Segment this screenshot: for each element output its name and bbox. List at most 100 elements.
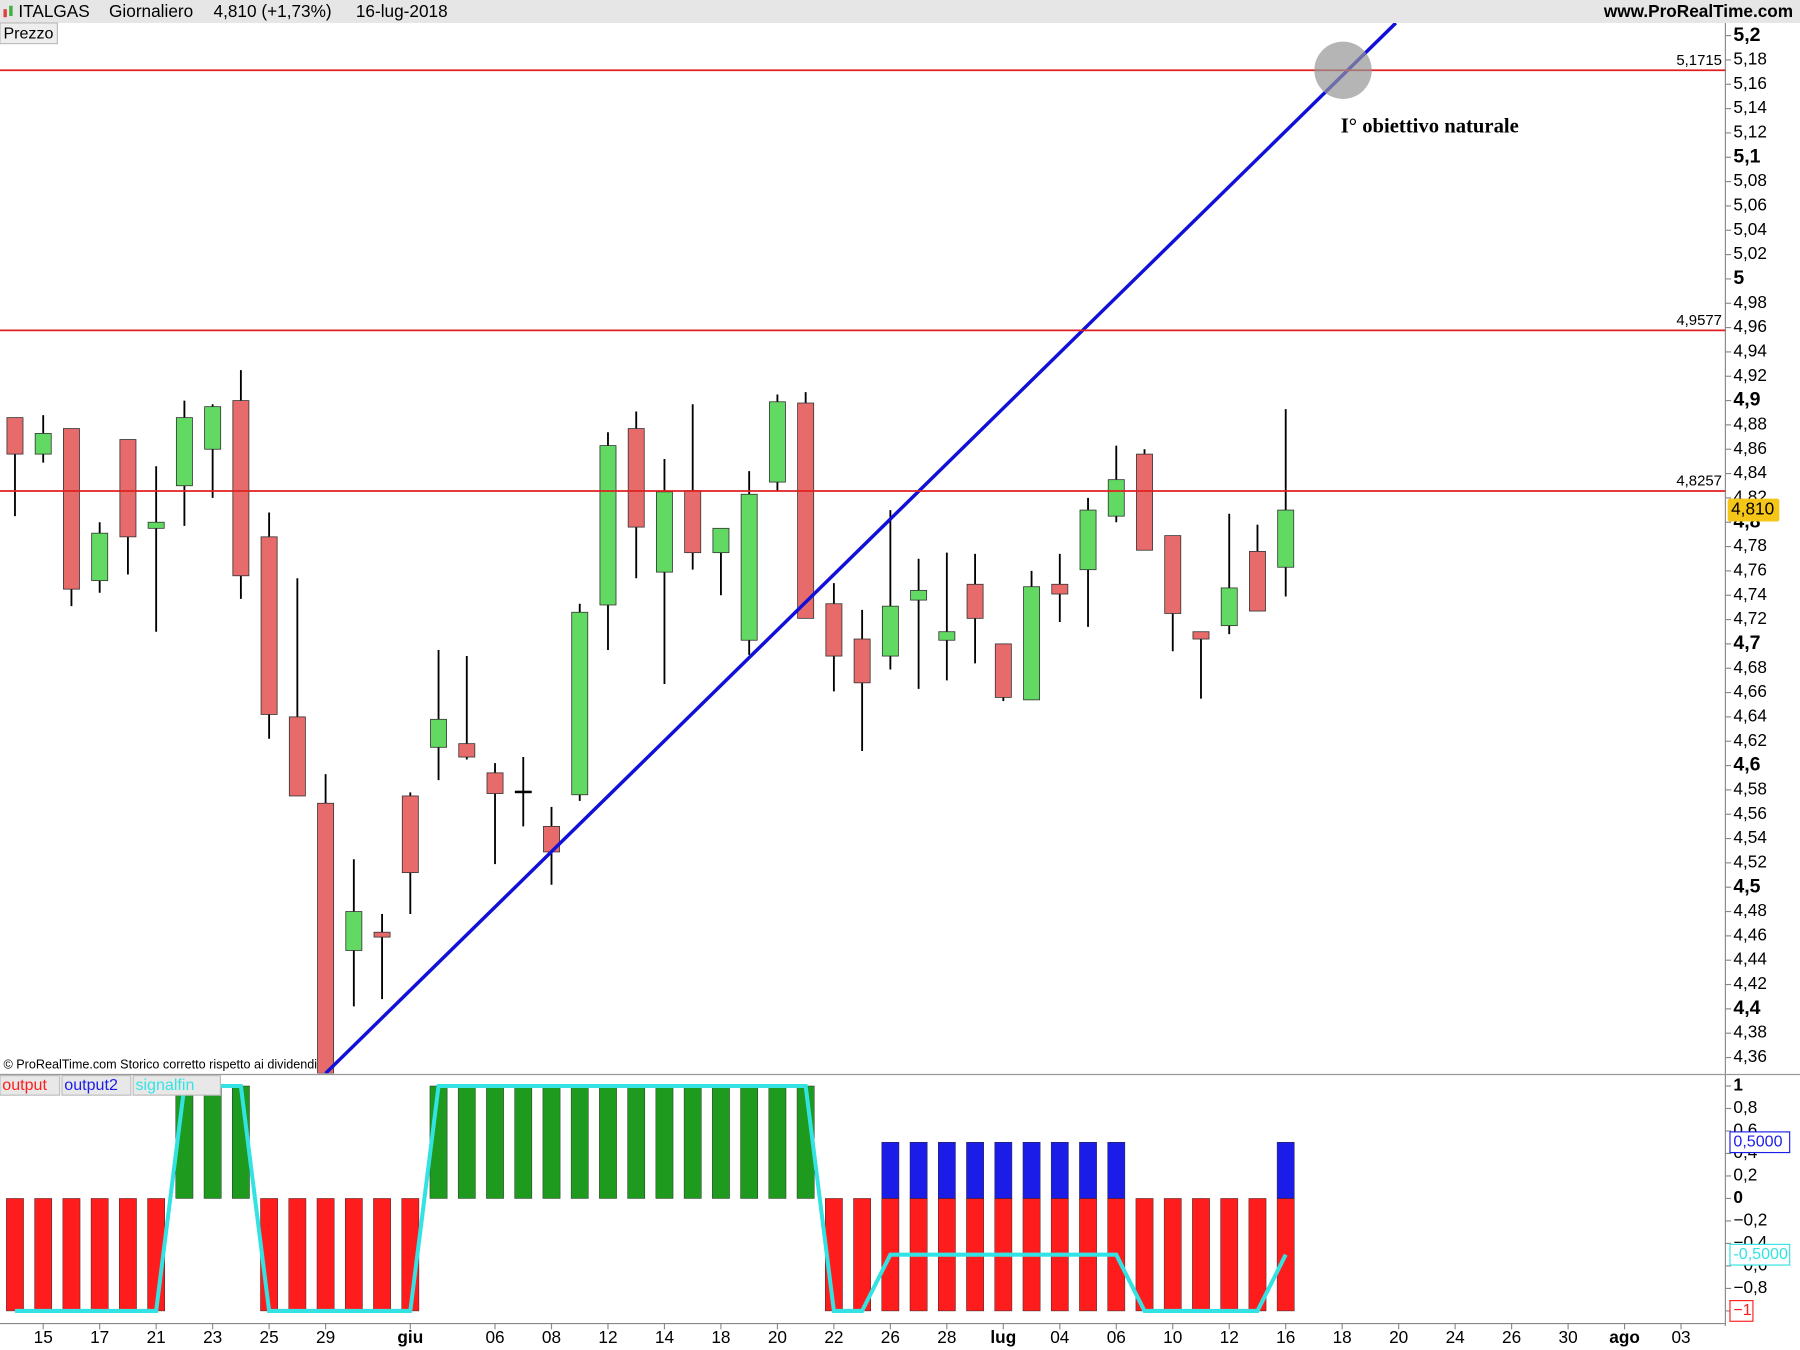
- candle-body: [966, 583, 984, 619]
- x-tick-label: 18: [711, 1327, 730, 1347]
- histogram-bar: [1135, 1198, 1154, 1312]
- x-tick-label: 30: [1559, 1327, 1578, 1347]
- legend-entry: signalfin: [135, 1076, 194, 1094]
- candle-body: [401, 795, 419, 874]
- candle-body: [1051, 583, 1069, 595]
- panel-tab: [0, 22, 58, 45]
- x-tick-label: 17: [90, 1327, 109, 1347]
- candle-body: [486, 772, 504, 794]
- candle-body: [232, 400, 250, 577]
- header-bar: [0, 0, 1800, 23]
- y-tick-label: 4,74: [1733, 584, 1767, 604]
- y-tick-label: 5,1: [1733, 145, 1760, 167]
- candle-body: [599, 445, 617, 606]
- value-tag-label: 0,5000: [1733, 1132, 1782, 1150]
- candle-body: [204, 406, 222, 450]
- candle-body: [656, 491, 673, 573]
- histogram-bar: [570, 1085, 589, 1199]
- candle-body: [288, 716, 306, 797]
- y-tick-label: 1: [1733, 1075, 1743, 1095]
- footer: © ProRealTime.com Storico corretto rispe…: [3, 1058, 317, 1072]
- period: Giornaliero: [109, 1, 193, 21]
- histogram-bar: [966, 1141, 984, 1199]
- histogram-bar: [599, 1085, 617, 1199]
- last-price: 4,810 (+1,73%): [214, 1, 332, 21]
- histogram-bar: [1192, 1198, 1210, 1312]
- y-tick-label: 0,8: [1733, 1097, 1757, 1117]
- candle-body: [1192, 631, 1210, 640]
- symbol: ITALGAS: [18, 1, 89, 21]
- y-tick-label: 5,12: [1733, 121, 1766, 141]
- y-tick-label: 4,94: [1733, 340, 1767, 360]
- value-tag-label: -0,5000: [1733, 1245, 1788, 1263]
- legend-entry: output: [2, 1076, 47, 1094]
- candle-body: [458, 743, 476, 758]
- histogram-bar: [344, 1198, 363, 1312]
- candle-body: [1079, 509, 1097, 571]
- histogram-bar: [712, 1085, 730, 1199]
- y-tick-label: 4,52: [1733, 851, 1766, 871]
- y-tick-label: 4,64: [1733, 705, 1767, 725]
- histogram-bar: [994, 1141, 1013, 1199]
- histogram-bar: [627, 1085, 646, 1199]
- y-tick-label: 4,38: [1733, 1022, 1766, 1042]
- candle-body: [627, 428, 645, 528]
- histogram-bar: [316, 1198, 335, 1312]
- y-tick-label: 5,18: [1733, 48, 1766, 68]
- candle-body: [1023, 586, 1040, 701]
- x-tick-label: 23: [203, 1327, 222, 1347]
- histogram-bar: [542, 1085, 561, 1199]
- histogram-bar: [486, 1085, 504, 1199]
- legend-box: [132, 1075, 221, 1096]
- price-tag: [1727, 498, 1780, 522]
- candle-body: [853, 638, 871, 684]
- candle-body: [994, 643, 1012, 698]
- y-tick-label: −0,2: [1733, 1209, 1767, 1229]
- x-tick-label: 21: [147, 1327, 166, 1347]
- candle-body: [317, 802, 335, 1074]
- price-plot: [6, 22, 1398, 1074]
- x-tick-label: 26: [881, 1327, 900, 1347]
- histogram-bar: [881, 1141, 900, 1199]
- histogram-bar: [655, 1085, 674, 1199]
- trendline: [324, 22, 1398, 1074]
- histogram-bar: [34, 1198, 53, 1312]
- x-tick-label: 25: [260, 1327, 279, 1347]
- target-circle: [1314, 41, 1372, 99]
- candle-body: [684, 490, 702, 554]
- panel-title: Prezzo: [3, 25, 53, 43]
- candle-body: [147, 521, 165, 529]
- histogram-bar: [373, 1198, 391, 1312]
- horizontal-line-label: 5,1715: [1676, 52, 1722, 69]
- candle-body: [938, 631, 956, 641]
- candle-body: [881, 605, 899, 657]
- y-tick-label: 4,98: [1733, 292, 1766, 312]
- histogram-bar: [457, 1085, 476, 1199]
- y-tick-label: 4,56: [1733, 803, 1766, 823]
- x-tick-label: 26: [1502, 1327, 1521, 1347]
- annotation-label: I° obiettivo naturale: [1341, 115, 1519, 137]
- legend-box: [61, 1075, 132, 1096]
- horizontal-line-label: 4,9577: [1676, 312, 1722, 329]
- histogram-bar: [1107, 1141, 1126, 1199]
- candle-body: [6, 417, 24, 455]
- x-tick-label: 03: [1671, 1327, 1690, 1347]
- horizontal-line-label: 4,8257: [1676, 473, 1722, 490]
- histogram-bar: [1079, 1141, 1097, 1199]
- candle-body: [260, 536, 278, 715]
- x-tick-label: 28: [937, 1327, 956, 1347]
- y-tick-label: 5,2: [1733, 24, 1760, 46]
- price-tag-label: 4,810: [1731, 499, 1774, 519]
- y-tick-label: 4,72: [1733, 608, 1766, 628]
- x-tick-label: 12: [598, 1327, 617, 1347]
- y-tick-label: 4,5: [1733, 875, 1760, 897]
- candle-body: [175, 417, 193, 487]
- candle-body: [768, 401, 786, 483]
- x-tick-label: 06: [485, 1327, 504, 1347]
- y-tick-label: 4,78: [1733, 535, 1766, 555]
- y-tick-label: 5: [1733, 267, 1744, 289]
- candle-body: [373, 931, 391, 938]
- histogram-bar: [1220, 1198, 1239, 1312]
